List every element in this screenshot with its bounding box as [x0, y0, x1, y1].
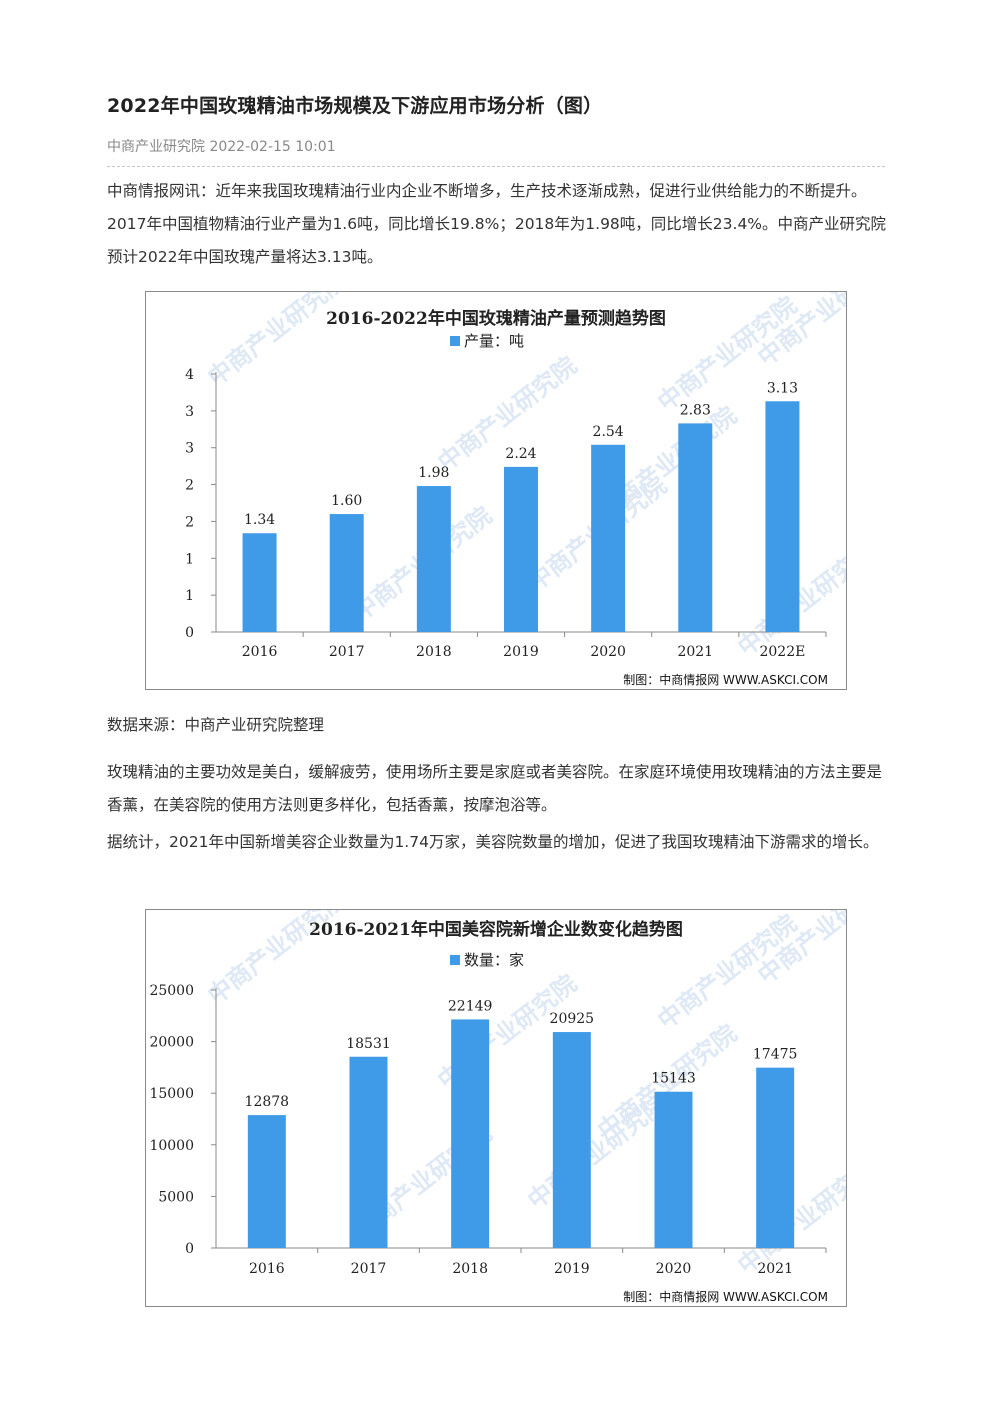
y-tick-label: 1 — [185, 588, 194, 604]
legend-swatch — [450, 955, 460, 965]
x-tick-label: 2022E — [759, 644, 805, 660]
chart-rose-oil-output: 中商产业研究院中商产业研究院中商产业研究院中商产业研究院中商产业研究院中商产业研… — [145, 291, 847, 690]
y-tick-label: 0 — [185, 1241, 194, 1257]
bar — [329, 514, 364, 632]
legend-label: 产量：吨 — [464, 332, 524, 350]
bar — [765, 401, 800, 632]
y-tick-label: 2 — [185, 478, 194, 494]
y-tick-label: 25000 — [149, 983, 194, 999]
paragraph-usage: 玫瑰精油的主要功效是美白，缓解疲劳，使用场所主要是家庭或者美容院。在家庭环境使用… — [107, 763, 883, 814]
data-label: 2.83 — [680, 402, 711, 418]
x-tick-label: 2017 — [351, 1261, 387, 1277]
x-tick-label: 2016 — [249, 1261, 285, 1277]
x-tick-label: 2019 — [503, 644, 539, 660]
legend-swatch — [450, 336, 460, 346]
paragraph-statistics: 据统计，2021年中国新增美容企业数量为1.74万家，美容院数量的增加，促进了我… — [107, 833, 879, 851]
x-tick-label: 2016 — [242, 644, 278, 660]
chart-rose-oil-output-svg: 中商产业研究院中商产业研究院中商产业研究院中商产业研究院中商产业研究院中商产业研… — [185, 292, 846, 687]
chart-title: 2016-2022年中国玫瑰精油产量预测趋势图 — [326, 308, 666, 329]
bar — [591, 444, 626, 632]
data-label: 20925 — [550, 1011, 595, 1027]
divider — [107, 166, 885, 167]
bar — [756, 1067, 795, 1248]
legend-label: 数量：家 — [464, 951, 524, 969]
data-label: 12878 — [245, 1094, 290, 1110]
bar — [654, 1091, 693, 1248]
article-meta: 中商产业研究院 2022-02-15 10:01 — [107, 139, 336, 155]
data-label: 3.13 — [767, 380, 798, 396]
bar — [242, 533, 277, 632]
x-tick-label: 2019 — [554, 1261, 590, 1277]
bar — [678, 423, 713, 632]
y-tick-label: 3 — [185, 404, 194, 420]
bar — [349, 1056, 388, 1248]
x-tick-label: 2017 — [329, 644, 365, 660]
bar — [247, 1115, 286, 1248]
chart-beauty-salon-count: 中商产业研究院 中商产业研究院 中商产业研究院 中商产业研究院 中商产业研究院 中商产业研… — [145, 909, 847, 1307]
watermark: 中商产业研究院 — [202, 292, 352, 392]
x-tick-label: 2020 — [590, 644, 626, 660]
data-label: 22149 — [448, 998, 493, 1014]
y-tick-label: 10000 — [149, 1138, 194, 1154]
x-tick-label: 2018 — [452, 1261, 488, 1277]
bar — [504, 466, 538, 632]
y-tick-label: 15000 — [149, 1086, 194, 1102]
bar — [552, 1032, 591, 1248]
article-title: 2022年中国玫瑰精油市场规模及下游应用市场分析（图） — [107, 95, 603, 117]
chart-credit: 制图：中商情报网 WWW.ASKCI.COM — [623, 672, 828, 687]
paragraph-intro: 中商情报网讯：近年来我国玫瑰精油行业内企业不断增多，生产技术逐渐成熟，促进行业供… — [107, 182, 887, 266]
x-tick-label: 2021 — [677, 644, 713, 660]
y-tick-label: 20000 — [149, 1035, 194, 1051]
bar — [416, 486, 451, 632]
y-tick-label: 1 — [185, 551, 194, 567]
x-tick-label: 2018 — [416, 644, 452, 660]
x-tick-label: 2021 — [757, 1261, 793, 1277]
x-tick-label: 2020 — [656, 1261, 692, 1277]
data-label: 2.24 — [505, 446, 536, 462]
y-tick-label: 2 — [185, 514, 194, 530]
data-label: 2.54 — [593, 424, 624, 440]
y-tick-label: 4 — [185, 367, 194, 383]
y-tick-label: 5000 — [158, 1189, 194, 1205]
data-label: 15143 — [651, 1071, 696, 1087]
y-tick-label: 0 — [185, 625, 194, 641]
y-tick-label: 3 — [185, 441, 194, 457]
data-label: 1.60 — [331, 493, 362, 509]
chart-credit: 制图：中商情报网 WWW.ASKCI.COM — [623, 1289, 828, 1304]
bar — [451, 1019, 490, 1248]
data-source: 数据来源：中商产业研究院整理 — [107, 716, 325, 734]
data-label: 1.34 — [244, 512, 275, 528]
data-label: 17475 — [753, 1047, 798, 1063]
data-label: 18531 — [346, 1036, 391, 1052]
data-label: 1.98 — [418, 465, 449, 481]
chart-title: 2016-2021年中国美容院新增企业数变化趋势图 — [309, 919, 683, 940]
